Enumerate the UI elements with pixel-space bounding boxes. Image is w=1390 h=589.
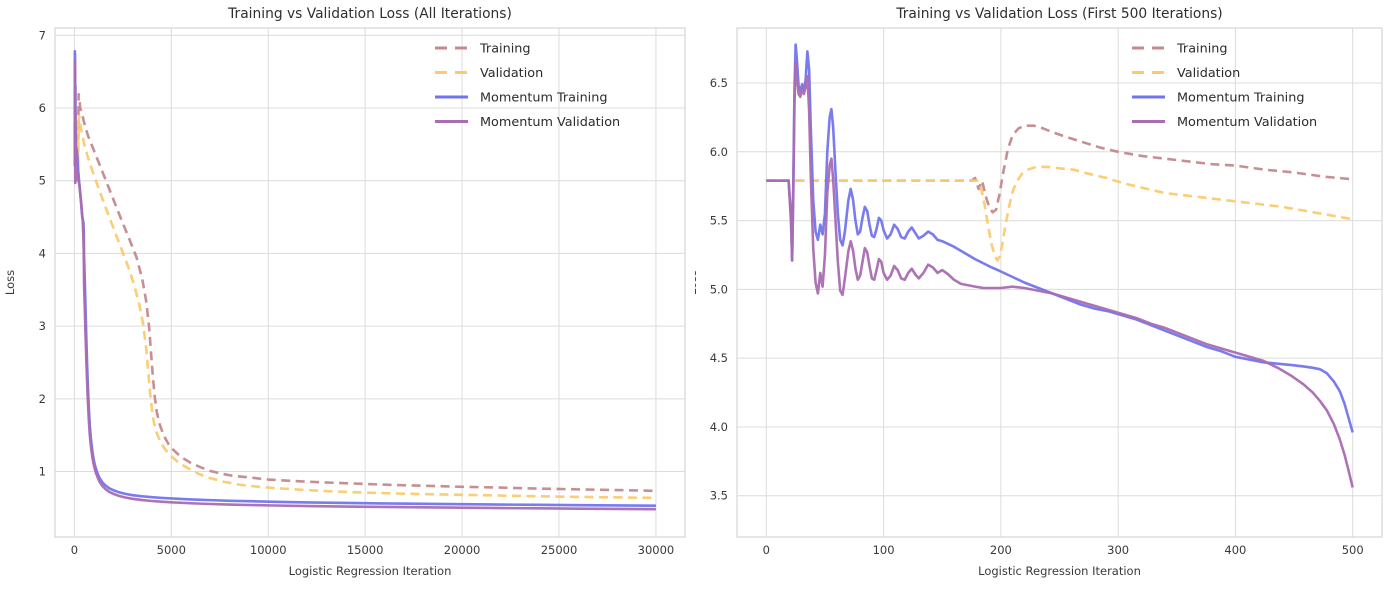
y-tick-label: 4.0 xyxy=(710,420,728,434)
loss-chart-all-iterations-svg: 0 5000 10000 15000 20000 25000 30000 1 2 3 4 5 6 7 Log… xyxy=(3,6,686,578)
loss-chart-all-iterations: 0 5000 10000 15000 20000 25000 30000 1 2 3 4 5 6 7 Log… xyxy=(3,6,686,578)
loss-chart-first-500-iterations-svg: 0 100 200 300 400 500 3.5 4.0 4.5 5.0 5.5 6.0 6.5 Log… xyxy=(695,6,1383,578)
x-tick-label: 30000 xyxy=(638,543,675,557)
x-tick-label: 5000 xyxy=(157,543,186,557)
series-line-training xyxy=(766,124,1353,214)
series-line-validation xyxy=(766,165,1353,262)
x-tick-label: 25000 xyxy=(541,543,578,557)
grid xyxy=(737,28,1382,537)
x-tick-label: 400 xyxy=(1224,543,1246,557)
legend-label: Momentum Validation xyxy=(1177,115,1317,130)
legend: Training Validation Momentum Training Momen… xyxy=(435,42,620,130)
x-tick-label: 200 xyxy=(990,543,1012,557)
x-axis-label: Logistic Regression Iteration xyxy=(289,564,452,578)
x-tick-label: 500 xyxy=(1342,543,1364,557)
y-tick-label: 2 xyxy=(39,392,46,406)
plot-border xyxy=(736,27,1383,538)
loss-chart-first-500-iterations: 0 100 200 300 400 500 3.5 4.0 4.5 5.0 5.5 6.0 6.5 Log… xyxy=(695,0,1390,589)
y-tick-label: 6 xyxy=(39,101,46,115)
series-line-training xyxy=(74,92,656,493)
y-tick-label: 3.5 xyxy=(710,489,728,503)
y-tick-label: 1 xyxy=(39,465,46,479)
y-tick-label: 7 xyxy=(39,28,46,42)
x-tick-label: 300 xyxy=(1107,543,1129,557)
legend-label: Training xyxy=(479,42,531,57)
legend-label: Momentum Validation xyxy=(480,115,620,130)
series-line-momentum-training xyxy=(766,43,1354,433)
x-tick-label: 0 xyxy=(763,543,770,557)
legend-label: Training xyxy=(1176,42,1228,57)
chart-title: Training vs Validation Loss (All Iterati… xyxy=(227,6,512,22)
x-tick-label: 0 xyxy=(71,543,78,557)
series-line-momentum-validation xyxy=(73,59,656,511)
x-tick-label: 100 xyxy=(873,543,895,557)
grid xyxy=(55,28,685,537)
legend: Training Validation Momentum Training Momen… xyxy=(1132,42,1317,130)
y-tick-label: 4 xyxy=(39,246,46,260)
chart-title: Training vs Validation Loss (First 500 I… xyxy=(895,6,1222,22)
x-tick-label: 20000 xyxy=(444,543,481,557)
y-tick-label: 6.0 xyxy=(710,145,728,159)
y-axis-label: Loss xyxy=(3,270,17,295)
x-axis-label: Logistic Regression Iteration xyxy=(978,564,1141,578)
plot-area xyxy=(55,28,685,537)
x-tick-label: 10000 xyxy=(250,543,287,557)
plot-border xyxy=(54,27,686,538)
series-line-validation xyxy=(74,114,656,500)
y-axis-label: Loss xyxy=(695,270,699,295)
y-tick-label: 5.5 xyxy=(710,214,728,228)
legend-label: Validation xyxy=(1177,66,1240,81)
legend-label: Momentum Training xyxy=(480,91,607,106)
x-tick-label: 15000 xyxy=(347,543,384,557)
series-line-momentum-validation xyxy=(766,61,1354,488)
y-tick-label: 6.5 xyxy=(710,76,728,90)
y-tick-label: 4.5 xyxy=(710,351,728,365)
legend-label: Validation xyxy=(480,66,543,81)
y-tick-label: 5 xyxy=(39,174,46,188)
y-tick-label: 3 xyxy=(39,319,46,333)
legend-label: Momentum Training xyxy=(1177,91,1304,106)
y-tick-label: 5.0 xyxy=(710,282,728,296)
